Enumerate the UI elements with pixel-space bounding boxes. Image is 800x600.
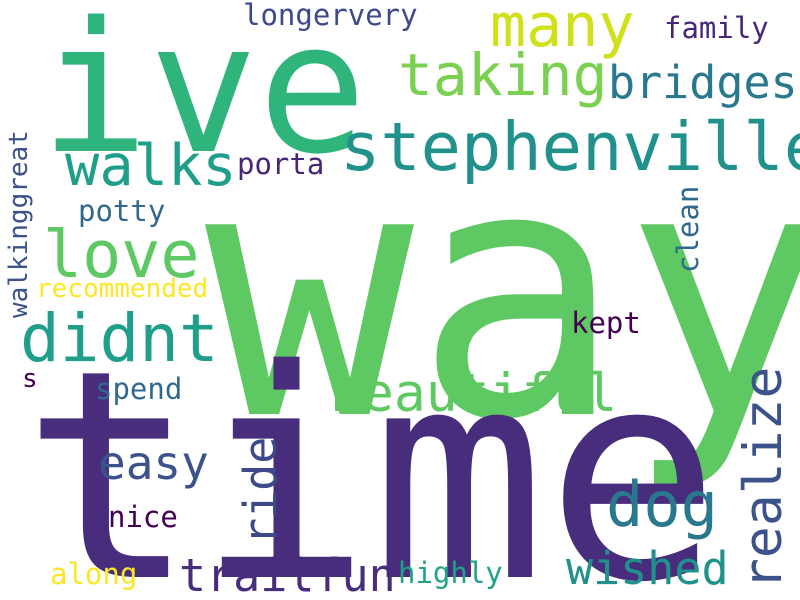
word-along: along — [50, 557, 138, 591]
word-walks: walks — [65, 133, 237, 199]
word-trailfun: trailfun — [179, 549, 396, 600]
word-spend: spend — [95, 372, 183, 406]
word-porta: porta — [237, 147, 325, 181]
word-s: s — [22, 364, 38, 394]
word-ive: ive — [40, 0, 367, 194]
word-easy: easy — [98, 436, 209, 490]
word-time: time — [22, 309, 721, 600]
word-bridges: bridges — [608, 56, 798, 109]
word-wished: wished — [566, 542, 729, 595]
word-highly: highly — [398, 556, 503, 590]
word-kept: kept — [571, 306, 641, 340]
word-way: way — [205, 92, 800, 496]
word-didnt: didnt — [20, 300, 219, 377]
word-clean: clean — [671, 185, 705, 273]
word-potty: potty — [78, 194, 166, 228]
word-stephenville: stephenville — [340, 108, 800, 186]
word-dog: dog — [606, 468, 718, 541]
word-family: family — [664, 11, 769, 45]
word-walkinggreat: walkinggreat — [4, 130, 34, 318]
word-ride: ride — [234, 436, 287, 545]
word-nice: nice — [108, 500, 178, 534]
word-beautiful: beautiful — [330, 363, 618, 424]
word-recommended: recommended — [36, 274, 209, 304]
word-taking: taking — [398, 41, 608, 109]
word-longervery: longervery — [243, 0, 418, 32]
word-realize: realize — [733, 366, 794, 590]
word-many: many — [490, 0, 635, 61]
word-love: love — [43, 218, 200, 293]
